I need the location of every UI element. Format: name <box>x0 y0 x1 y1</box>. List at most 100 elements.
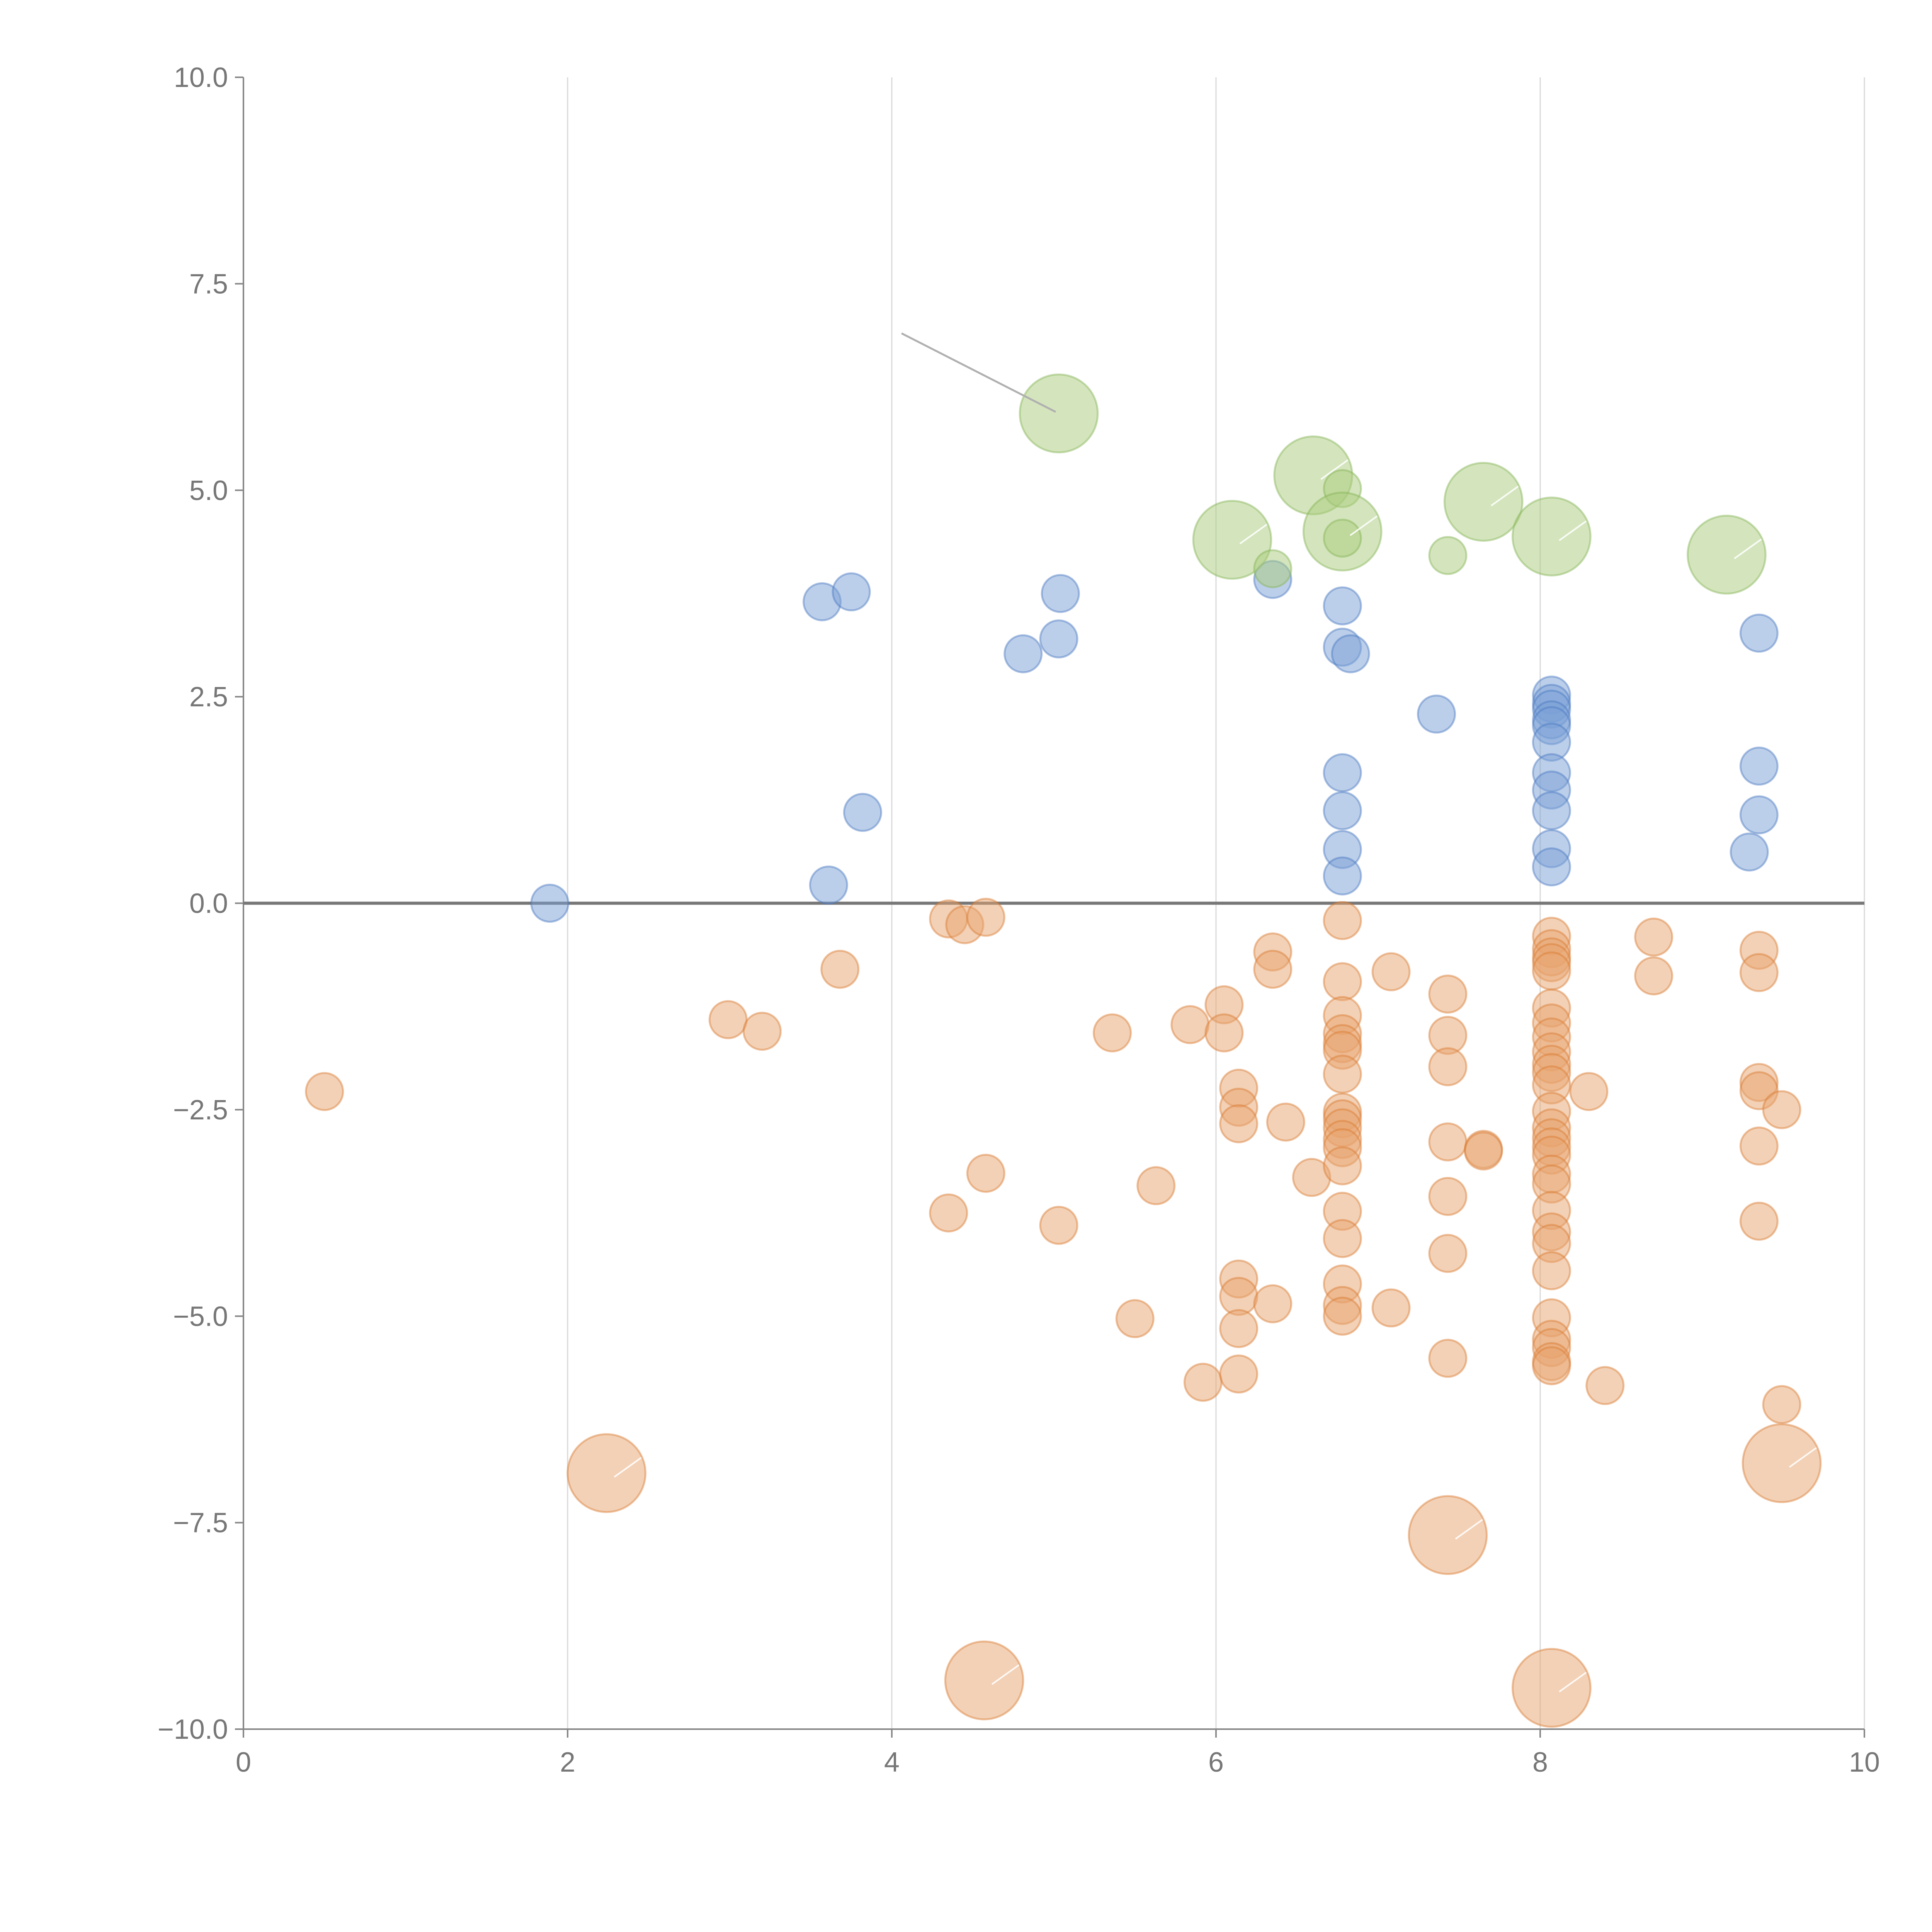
data-point-blue-11 <box>1331 634 1370 673</box>
data-point-orange-11 <box>1115 1299 1155 1338</box>
leader-line-orange-56 <box>1455 1519 1483 1540</box>
data-point-blue-6 <box>1039 619 1078 658</box>
data-point-orange-41 <box>1323 1146 1362 1185</box>
data-point-orange-49 <box>1428 975 1468 1014</box>
leader-line-green-3 <box>1320 459 1349 480</box>
data-point-blue-9 <box>1323 586 1362 626</box>
data-point-orange-99 <box>1762 1385 1801 1424</box>
data-point-green-10 <box>1687 515 1767 595</box>
data-point-orange-52 <box>1428 1122 1468 1162</box>
y-tick-label-8: 10.0 <box>174 62 228 93</box>
data-point-orange-87 <box>1512 1648 1592 1728</box>
data-point-orange-19 <box>1219 1104 1259 1143</box>
data-point-orange-12 <box>1136 1166 1176 1206</box>
data-point-blue-2 <box>832 572 871 612</box>
x-tick-label-0: 0 <box>236 1747 251 1778</box>
data-point-blue-0 <box>530 884 570 923</box>
x-tick-label-2: 4 <box>884 1747 900 1778</box>
y-tick-label-2: −5.0 <box>173 1301 228 1332</box>
data-point-orange-2 <box>742 1012 782 1051</box>
y-tick-label-7: 7.5 <box>189 269 228 299</box>
x-tick-label-5: 10 <box>1849 1747 1880 1778</box>
data-point-blue-5 <box>1003 634 1043 673</box>
leader-line-green-9 <box>1559 520 1587 541</box>
data-point-orange-48 <box>1371 1288 1411 1328</box>
leader-line-orange-102 <box>991 1664 1020 1685</box>
data-point-orange-30 <box>1323 962 1362 1002</box>
data-point-blue-29 <box>1739 747 1779 786</box>
data-point-blue-4 <box>843 793 882 832</box>
tick-labels: 0 2 4 6 8 10 −10.0 −7.5 −5.0 −2.5 0.0 2.5 5.0 7.5 10.0 <box>158 62 1880 1778</box>
data-point-orange-0 <box>305 1072 344 1111</box>
data-point-orange-93 <box>1739 953 1779 992</box>
data-point-blue-30 <box>1739 795 1779 835</box>
data-point-green-0 <box>1019 373 1099 454</box>
data-point-orange-23 <box>1219 1354 1259 1394</box>
annotation-leaders <box>614 332 1817 1692</box>
x-tick-label-3: 6 <box>1208 1747 1224 1778</box>
y-tick-label-5: 2.5 <box>189 682 228 713</box>
leader-line-green-10 <box>1734 538 1762 560</box>
data-point-orange-81 <box>1532 1251 1571 1291</box>
data-point-blue-7 <box>1041 574 1080 613</box>
data-point-orange-56 <box>1408 1495 1488 1575</box>
y-tick-label-3: −2.5 <box>173 1095 228 1126</box>
data-point-orange-14 <box>1183 1362 1223 1402</box>
data-point-orange-51 <box>1428 1047 1468 1087</box>
data-point-orange-90 <box>1634 917 1673 957</box>
data-point-orange-101 <box>566 1433 646 1513</box>
data-point-orange-43 <box>1323 1219 1362 1258</box>
data-point-orange-98 <box>1762 1090 1801 1129</box>
leader-line-green-8 <box>1491 486 1519 507</box>
data-point-orange-25 <box>1253 950 1293 989</box>
data-point-orange-53 <box>1428 1177 1468 1216</box>
data-point-orange-29 <box>1323 901 1362 940</box>
data-point-orange-26 <box>1266 1102 1305 1142</box>
callout-line <box>901 332 1056 413</box>
data-point-orange-16 <box>1204 1013 1244 1053</box>
data-point-orange-1 <box>708 1000 748 1039</box>
data-point-green-9 <box>1512 497 1592 577</box>
data-point-orange-55 <box>1428 1338 1468 1378</box>
data-point-blue-28 <box>1739 614 1779 653</box>
data-point-blue-15 <box>1323 856 1362 896</box>
leader-line-orange-101 <box>614 1457 642 1478</box>
data-point-orange-7 <box>929 1193 968 1233</box>
data-point-orange-47 <box>1371 952 1411 992</box>
data-point-orange-13 <box>1170 1005 1210 1044</box>
x-tick-label-4: 8 <box>1532 1747 1548 1778</box>
y-tick-label-4: 0.0 <box>189 888 228 919</box>
data-point-orange-63 <box>1532 951 1571 991</box>
axes <box>235 77 1865 1738</box>
data-point-orange-10 <box>1093 1013 1132 1053</box>
data-point-green-8 <box>1443 462 1524 542</box>
data-point-orange-9 <box>1039 1206 1078 1245</box>
data-point-blue-27 <box>1532 847 1571 886</box>
data-point-green-2 <box>1253 549 1293 588</box>
data-point-blue-31 <box>1730 832 1769 872</box>
data-point-green-7 <box>1428 536 1468 575</box>
data-point-orange-96 <box>1739 1126 1779 1166</box>
data-point-orange-86 <box>1532 1346 1571 1385</box>
leader-line-green-1 <box>1239 524 1268 544</box>
leader-line-orange-100 <box>1789 1447 1817 1468</box>
leader-line-orange-87 <box>1559 1672 1587 1692</box>
data-point-orange-3 <box>820 950 860 989</box>
data-point-orange-89 <box>1585 1366 1625 1405</box>
data-point-orange-22 <box>1219 1309 1259 1348</box>
data-point-blue-13 <box>1323 791 1362 830</box>
data-point-orange-6 <box>966 898 1005 937</box>
data-point-orange-54 <box>1428 1234 1468 1273</box>
data-point-green-6 <box>1323 519 1362 558</box>
data-point-blue-12 <box>1323 753 1362 793</box>
data-point-orange-91 <box>1634 956 1673 996</box>
data-point-orange-58 <box>1464 1131 1503 1171</box>
data-points <box>305 373 1822 1728</box>
data-point-orange-88 <box>1569 1072 1609 1111</box>
y-tick-label-0: −10.0 <box>158 1714 228 1745</box>
data-point-green-1 <box>1192 500 1272 580</box>
y-tick-label-6: 5.0 <box>189 475 228 506</box>
data-point-orange-100 <box>1742 1423 1822 1503</box>
data-point-blue-3 <box>809 865 848 905</box>
